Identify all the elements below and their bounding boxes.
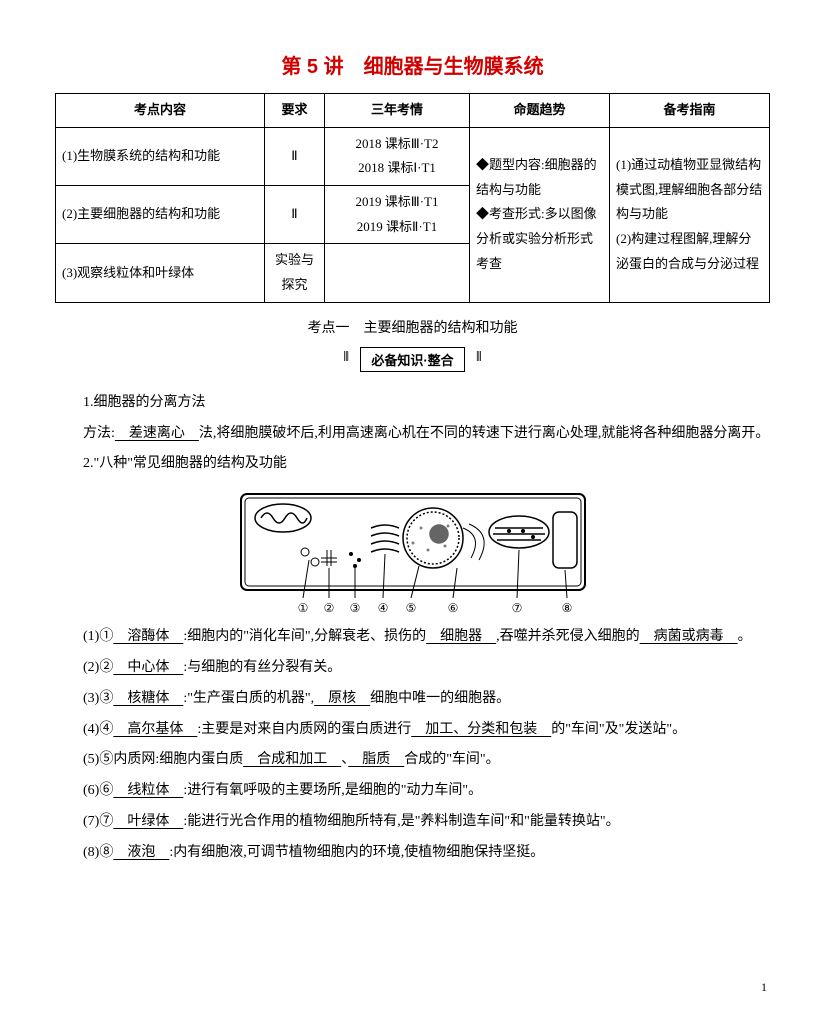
cell-req: 实验与探究 xyxy=(265,244,325,302)
text: (7)⑦ xyxy=(83,814,113,829)
table-row: (1)生物膜系统的结构和功能 Ⅱ 2018 课标Ⅲ·T2 2018 课标Ⅰ·T1… xyxy=(56,127,770,185)
diagram-label: ③ xyxy=(349,601,360,615)
blank-answer: 原核 xyxy=(314,691,370,706)
text: :"生产蛋白质的机器", xyxy=(183,691,314,706)
blank-answer: 高尔基体 xyxy=(113,722,197,737)
document-page: { "title": "第 5 讲 细胞器与生物膜系统", "table": {… xyxy=(0,0,825,1023)
diagram-label: ⑤ xyxy=(405,601,416,615)
text: 方法: xyxy=(83,426,115,441)
text: ,吞噬并杀死侵入细胞的 xyxy=(496,629,640,644)
item-7: (7)⑦ 叶绿体 :能进行光合作用的植物细胞所特有,是"养料制造车间"和"能量转… xyxy=(55,807,770,838)
diagram-label: ④ xyxy=(377,601,388,615)
blank-answer: 脂质 xyxy=(348,752,404,767)
cell-diagram: ① ② ③ ④ ⑤ ⑥ ⑦ ⑧ xyxy=(233,488,593,618)
text: 合成的"车间"。 xyxy=(404,752,499,767)
cell-guide: (1)通过动植物亚显微结构模式图,理解细胞各部分结构与功能 (2)构建过程图解,… xyxy=(610,127,770,302)
page-number: 1 xyxy=(761,980,767,995)
blank-answer: 病菌或病毒 xyxy=(640,629,738,644)
body-content: 1.细胞器的分离方法 方法: 差速离心 法,将细胞膜破坏后,利用高速离心机在不同… xyxy=(55,388,770,869)
item-8: (8)⑧ 液泡 :内有细胞液,可调节植物细胞内的环境,使植物细胞保持坚挺。 xyxy=(55,838,770,869)
th-guide: 备考指南 xyxy=(610,94,770,128)
text: 。 xyxy=(738,629,752,644)
syllabus-table: 考点内容 要求 三年考情 命题趋势 备考指南 (1)生物膜系统的结构和功能 Ⅱ … xyxy=(55,93,770,303)
cell-req: Ⅱ xyxy=(265,127,325,185)
item-5: (5)⑤内质网:细胞内蛋白质 合成和加工 、 脂质 合成的"车间"。 xyxy=(55,745,770,776)
text: 法,将细胞膜破坏后,利用高速离心机在不同的转速下进行离心处理,就能将各种细胞器分… xyxy=(199,426,770,441)
th-req: 要求 xyxy=(265,94,325,128)
text: (4)④ xyxy=(83,722,113,737)
cell-exam xyxy=(325,244,470,302)
th-topic: 考点内容 xyxy=(56,94,265,128)
diagram-label: ① xyxy=(297,601,308,615)
cell-topic: (3)观察线粒体和叶绿体 xyxy=(56,244,265,302)
blank-answer: 溶酶体 xyxy=(113,629,183,644)
text: (3)③ xyxy=(83,691,113,706)
text: :与细胞的有丝分裂有关。 xyxy=(183,660,341,675)
table-header-row: 考点内容 要求 三年考情 命题趋势 备考指南 xyxy=(56,94,770,128)
cell-req: Ⅱ xyxy=(265,186,325,244)
blank-answer: 加工、分类和包装 xyxy=(411,722,551,737)
blank-answer: 叶绿体 xyxy=(113,814,183,829)
text: :进行有氧呼吸的主要场所,是细胞的"动力车间"。 xyxy=(183,783,482,798)
text: :细胞内的"消化车间",分解衰老、损伤的 xyxy=(183,629,426,644)
section-box: 必备知识·整合 xyxy=(55,347,770,372)
blank-answer: 细胞器 xyxy=(426,629,496,644)
text: :能进行光合作用的植物细胞所特有,是"养料制造车间"和"能量转换站"。 xyxy=(183,814,619,829)
item-6: (6)⑥ 线粒体 :进行有氧呼吸的主要场所,是细胞的"动力车间"。 xyxy=(55,776,770,807)
th-trend: 命题趋势 xyxy=(470,94,610,128)
topic-1: 1.细胞器的分离方法 xyxy=(55,388,770,419)
text: :内有细胞液,可调节植物细胞内的环境,使植物细胞保持坚挺。 xyxy=(169,845,544,860)
text: (1)① xyxy=(83,629,113,644)
text: (8)⑧ xyxy=(83,845,113,860)
text: (2)② xyxy=(83,660,113,675)
text: 细胞中唯一的细胞器。 xyxy=(370,691,510,706)
cell-exam: 2019 课标Ⅲ·T1 2019 课标Ⅱ·T1 xyxy=(325,186,470,244)
cell-exam: 2018 课标Ⅲ·T2 2018 课标Ⅰ·T1 xyxy=(325,127,470,185)
item-1: (1)① 溶酶体 :细胞内的"消化车间",分解衰老、损伤的 细胞器 ,吞噬并杀死… xyxy=(55,622,770,653)
text: (5)⑤内质网:细胞内蛋白质 xyxy=(83,752,243,767)
blank-answer: 中心体 xyxy=(113,660,183,675)
diagram-label: ⑧ xyxy=(561,601,572,615)
diagram-label: ② xyxy=(323,601,334,615)
blank-answer: 液泡 xyxy=(113,845,169,860)
item-3: (3)③ 核糖体 :"生产蛋白质的机器", 原核 细胞中唯一的细胞器。 xyxy=(55,684,770,715)
section-label: 必备知识·整合 xyxy=(360,347,464,372)
item-4: (4)④ 高尔基体 :主要是对来自内质网的蛋白质进行 加工、分类和包装 的"车间… xyxy=(55,715,770,746)
text: :主要是对来自内质网的蛋白质进行 xyxy=(197,722,411,737)
diagram-label: ⑦ xyxy=(511,601,522,615)
diagram-label: ⑥ xyxy=(447,601,458,615)
method-line: 方法: 差速离心 法,将细胞膜破坏后,利用高速离心机在不同的转速下进行离心处理,… xyxy=(55,419,770,450)
text: (6)⑥ xyxy=(83,783,113,798)
subheading: 考点一 主要细胞器的结构和功能 xyxy=(55,317,770,337)
th-exam: 三年考情 xyxy=(325,94,470,128)
blank-answer: 合成和加工 xyxy=(243,752,341,767)
page-title: 第 5 讲 细胞器与生物膜系统 xyxy=(55,50,770,79)
cell-topic: (1)生物膜系统的结构和功能 xyxy=(56,127,265,185)
blank-answer: 线粒体 xyxy=(113,783,183,798)
topic-2: 2."八种"常见细胞器的结构及功能 xyxy=(55,449,770,480)
text: 的"车间"及"发送站"。 xyxy=(551,722,686,737)
blank-answer: 差速离心 xyxy=(115,426,199,441)
item-2: (2)② 中心体 :与细胞的有丝分裂有关。 xyxy=(55,653,770,684)
cell-trend: ◆题型内容:细胞器的结构与功能 ◆考查形式:多以图像分析或实验分析形式考查 xyxy=(470,127,610,302)
cell-topic: (2)主要细胞器的结构和功能 xyxy=(56,186,265,244)
blank-answer: 核糖体 xyxy=(113,691,183,706)
